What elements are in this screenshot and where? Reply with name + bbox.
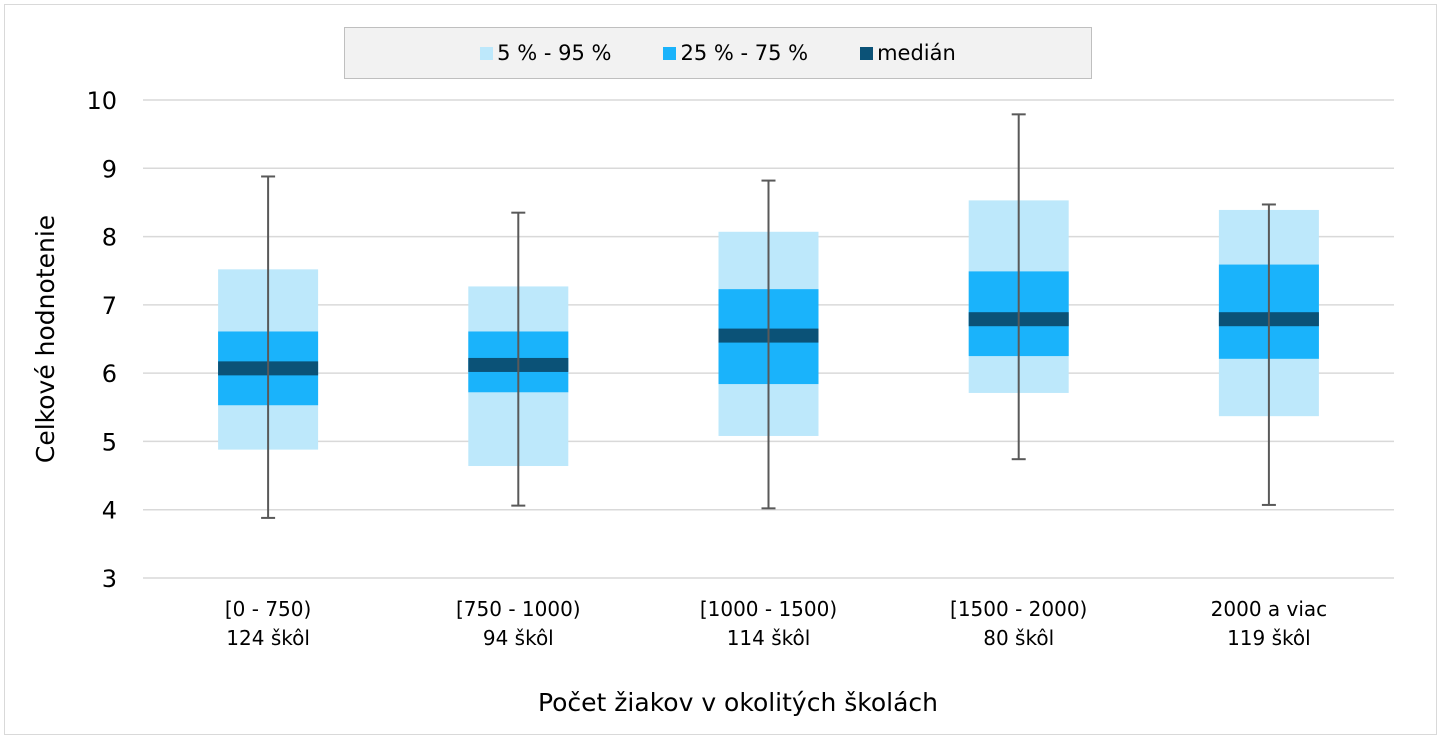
box-group	[468, 211, 569, 507]
y-tick-label: 7	[102, 292, 117, 320]
x-category-count: 114 škôl	[727, 626, 811, 650]
legend-item-p5-p95: 5 % - 95 %	[480, 41, 611, 65]
x-category-count: 80 škôl	[983, 626, 1054, 650]
box-group	[218, 175, 319, 519]
y-tick-label: 3	[102, 565, 117, 593]
y-tick-label: 10	[86, 87, 117, 115]
y-tick-label: 9	[102, 155, 117, 183]
chart-frame	[4, 4, 1437, 735]
legend: 5 % - 95 % 25 % - 75 % medián	[344, 27, 1092, 79]
legend-label-median: medián	[877, 41, 956, 65]
x-category-label: [750 - 1000)	[456, 597, 581, 621]
x-category-label: 2000 a viac	[1211, 597, 1328, 621]
legend-item-q1-q3: 25 % - 75 %	[663, 41, 808, 65]
legend-swatch-p5-p95	[480, 46, 494, 60]
legend-label-q1-q3: 25 % - 75 %	[680, 41, 809, 65]
y-tick-label: 5	[102, 428, 117, 456]
legend-item-median: medián	[860, 41, 956, 65]
x-category-count: 124 škôl	[226, 626, 310, 650]
x-axis-title: Počet žiakov v okolitých školách	[538, 688, 938, 717]
x-category-label: [0 - 750)	[225, 597, 311, 621]
y-tick-label: 6	[102, 360, 117, 388]
x-category-count: 94 škôl	[483, 626, 554, 650]
x-category-label: [1500 - 2000)	[950, 597, 1087, 621]
x-category-label: [1000 - 1500)	[700, 597, 837, 621]
box-group	[1218, 203, 1319, 506]
legend-label-p5-p95: 5 % - 95 %	[497, 41, 612, 65]
box-group	[718, 179, 819, 510]
x-category-count: 119 škôl	[1227, 626, 1311, 650]
y-tick-label: 4	[102, 497, 117, 525]
y-tick-label: 8	[102, 224, 117, 252]
boxes	[218, 113, 1319, 519]
legend-swatch-q1-q3	[663, 46, 677, 60]
legend-swatch-median	[860, 46, 874, 60]
y-axis-title: Celkové hodnotenie	[31, 215, 60, 463]
box-group	[968, 113, 1069, 461]
y-axis-ticks: 3 4 5 6 7 8 9 10	[86, 87, 117, 593]
x-axis-categories: [0 - 750) 124 škôl [750 - 1000) 94 škôl [100…	[225, 597, 1327, 650]
